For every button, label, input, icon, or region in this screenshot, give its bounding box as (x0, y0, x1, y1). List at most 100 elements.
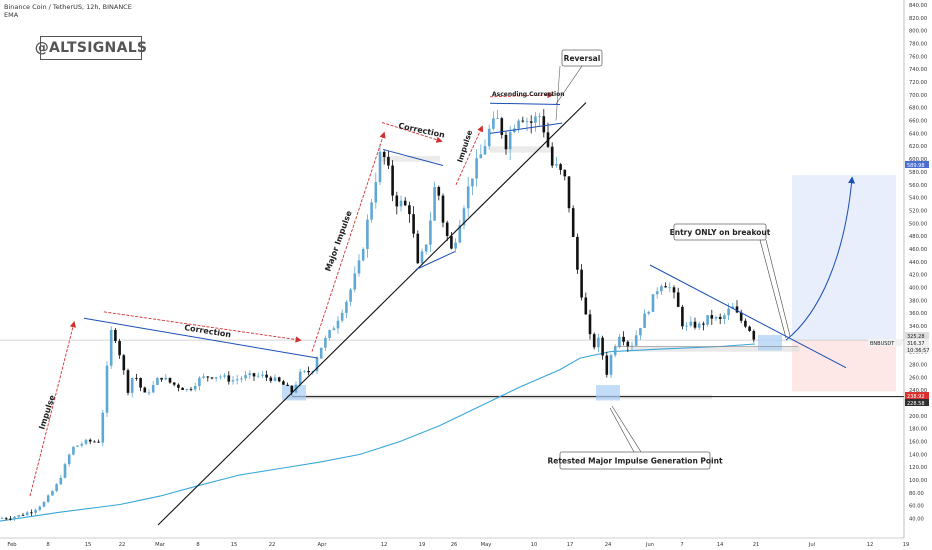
candle-body (4, 518, 8, 520)
candle (555, 156, 558, 168)
candle (462, 205, 466, 230)
candle (130, 377, 134, 398)
candle-body (172, 382, 176, 385)
candle (303, 370, 306, 374)
candle-body (685, 325, 688, 327)
candle (164, 373, 168, 381)
candle-body (735, 306, 739, 313)
candle (508, 126, 512, 161)
candle (67, 453, 71, 467)
candle (643, 309, 646, 329)
watermark-logo: @ALTSIGNALS (35, 36, 147, 60)
candle (538, 113, 541, 126)
candle (529, 115, 533, 134)
candle (286, 382, 289, 387)
candle-body (240, 378, 243, 380)
candle (361, 247, 365, 262)
candle-body (387, 156, 390, 166)
candle-body (634, 335, 638, 346)
price-tag: 589.98 (905, 161, 929, 169)
candle-body (88, 439, 92, 442)
price-tick-label: 540.00 (909, 196, 927, 202)
candle-body (349, 289, 352, 302)
candle (315, 356, 319, 374)
candle-body (668, 287, 672, 289)
candle-body (80, 443, 84, 446)
candle-body (160, 377, 163, 380)
candle-body (420, 251, 424, 264)
candle (307, 366, 310, 376)
candle-body (378, 151, 382, 183)
candle-body (714, 317, 718, 319)
candle (655, 287, 659, 299)
price-tick-label: 160.00 (909, 440, 927, 446)
price-tick-label: 820.00 (909, 16, 927, 22)
reversal-pointer-2 (555, 65, 583, 105)
candle-body (67, 454, 71, 465)
candle-body (739, 312, 743, 321)
candle-body (752, 331, 756, 340)
candle (521, 116, 525, 123)
uptrend-line (157, 102, 587, 526)
candle (93, 440, 96, 443)
price-tick-label: 560.00 (909, 183, 927, 189)
candle-body (202, 376, 205, 378)
candle (244, 370, 247, 381)
candle-body (38, 506, 42, 510)
candle (689, 316, 693, 328)
candle-body (303, 370, 306, 372)
candle (319, 347, 323, 359)
callout-reversal-text: Reversal (564, 54, 601, 63)
candle (353, 266, 357, 293)
candle-body (706, 315, 709, 325)
candle-body (412, 214, 415, 234)
candle (135, 373, 138, 381)
candle-body (265, 374, 268, 378)
candle (496, 109, 499, 120)
candle (466, 176, 470, 217)
time-tick-label: 19 (903, 542, 910, 548)
price-tag-text: 228.58 (907, 401, 925, 407)
candle (748, 325, 751, 332)
candle (412, 206, 415, 238)
time-tick-label: Mar (155, 542, 166, 548)
candle (609, 353, 613, 379)
candle (681, 304, 684, 330)
candle (391, 160, 394, 202)
candle (399, 195, 403, 212)
candle (76, 445, 79, 447)
price-tick-label: 800.00 (909, 29, 927, 35)
asc-top (489, 102, 561, 106)
price-tag-bg (905, 346, 929, 353)
candle-body (471, 178, 474, 187)
candle (660, 284, 663, 295)
time-tick-label: 17 (567, 542, 574, 548)
candle-body (374, 182, 378, 203)
time-tick-label: 12 (381, 542, 388, 548)
candle (34, 508, 37, 516)
candle-body (605, 355, 609, 375)
time-tick-label: 15 (85, 542, 92, 548)
price-tick-label: 60.00 (909, 504, 924, 510)
candle-body (244, 375, 247, 379)
candle-body (748, 326, 751, 332)
candle (739, 309, 743, 324)
candle (151, 381, 155, 394)
candle-body (252, 373, 256, 377)
projection-curve (785, 176, 856, 341)
price-tick-label: 400.00 (909, 285, 927, 291)
price-tick-label: 620.00 (909, 144, 927, 150)
price-tick-label: 240.00 (909, 388, 927, 394)
candle-body (185, 389, 189, 391)
time-tick-label: 19 (419, 542, 426, 548)
candle-body (555, 164, 558, 166)
candle-body (298, 371, 302, 385)
candle (639, 327, 642, 340)
candle-body (672, 287, 676, 293)
trade-zones (792, 175, 896, 392)
candle-body (164, 377, 168, 380)
correction-arrow-2 (381, 122, 443, 143)
candle (42, 501, 46, 508)
candle (697, 321, 701, 331)
